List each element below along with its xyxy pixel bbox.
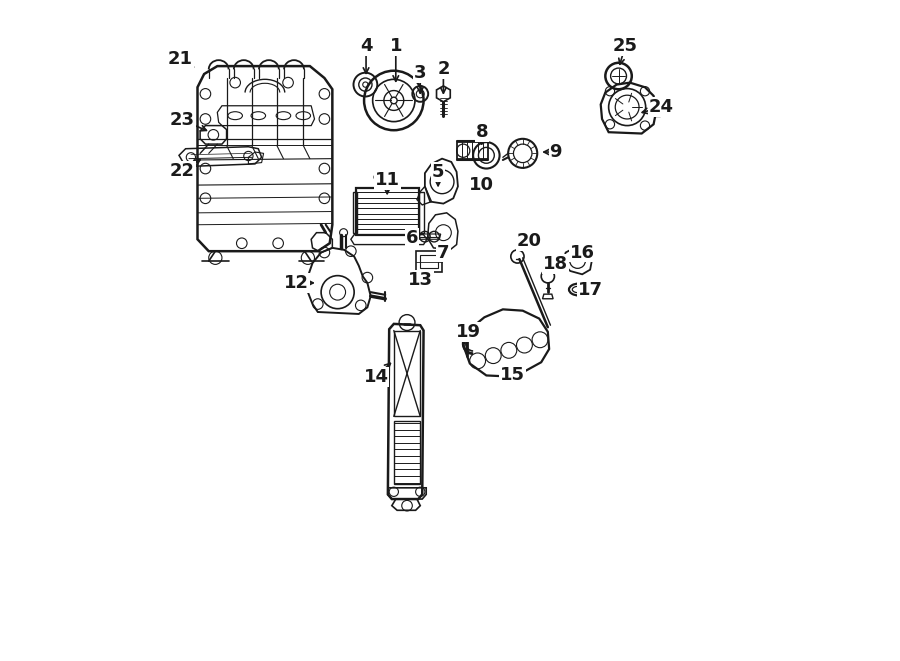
Text: 22: 22 — [170, 161, 194, 180]
Bar — [419, 255, 438, 268]
Text: 15: 15 — [500, 366, 526, 385]
Bar — [394, 421, 420, 484]
Text: 25: 25 — [613, 37, 638, 56]
Text: 24: 24 — [649, 98, 674, 116]
Text: 3: 3 — [414, 63, 427, 82]
Text: 11: 11 — [374, 171, 400, 189]
Bar — [653, 106, 661, 116]
Bar — [394, 330, 420, 416]
Text: 23: 23 — [170, 111, 194, 130]
Text: 19: 19 — [456, 323, 481, 341]
Text: 2: 2 — [437, 60, 450, 79]
Bar — [416, 251, 442, 272]
Bar — [456, 142, 489, 159]
Text: 20: 20 — [517, 232, 542, 251]
Text: 5: 5 — [432, 163, 445, 181]
Bar — [418, 192, 424, 233]
Bar — [353, 192, 357, 233]
Text: 9: 9 — [550, 143, 562, 161]
Text: 13: 13 — [408, 271, 433, 290]
Text: 1: 1 — [390, 37, 402, 56]
Text: 21: 21 — [167, 50, 193, 69]
Text: 12: 12 — [284, 274, 309, 292]
Text: 14: 14 — [364, 368, 389, 386]
Text: 10: 10 — [469, 176, 494, 194]
Text: 6: 6 — [405, 229, 418, 247]
Text: 4: 4 — [360, 37, 373, 56]
Text: 16: 16 — [570, 243, 595, 262]
Text: 7: 7 — [437, 243, 450, 262]
Bar — [356, 188, 419, 235]
Text: 8: 8 — [475, 123, 488, 141]
Text: 18: 18 — [544, 255, 568, 274]
Text: 17: 17 — [578, 280, 603, 299]
